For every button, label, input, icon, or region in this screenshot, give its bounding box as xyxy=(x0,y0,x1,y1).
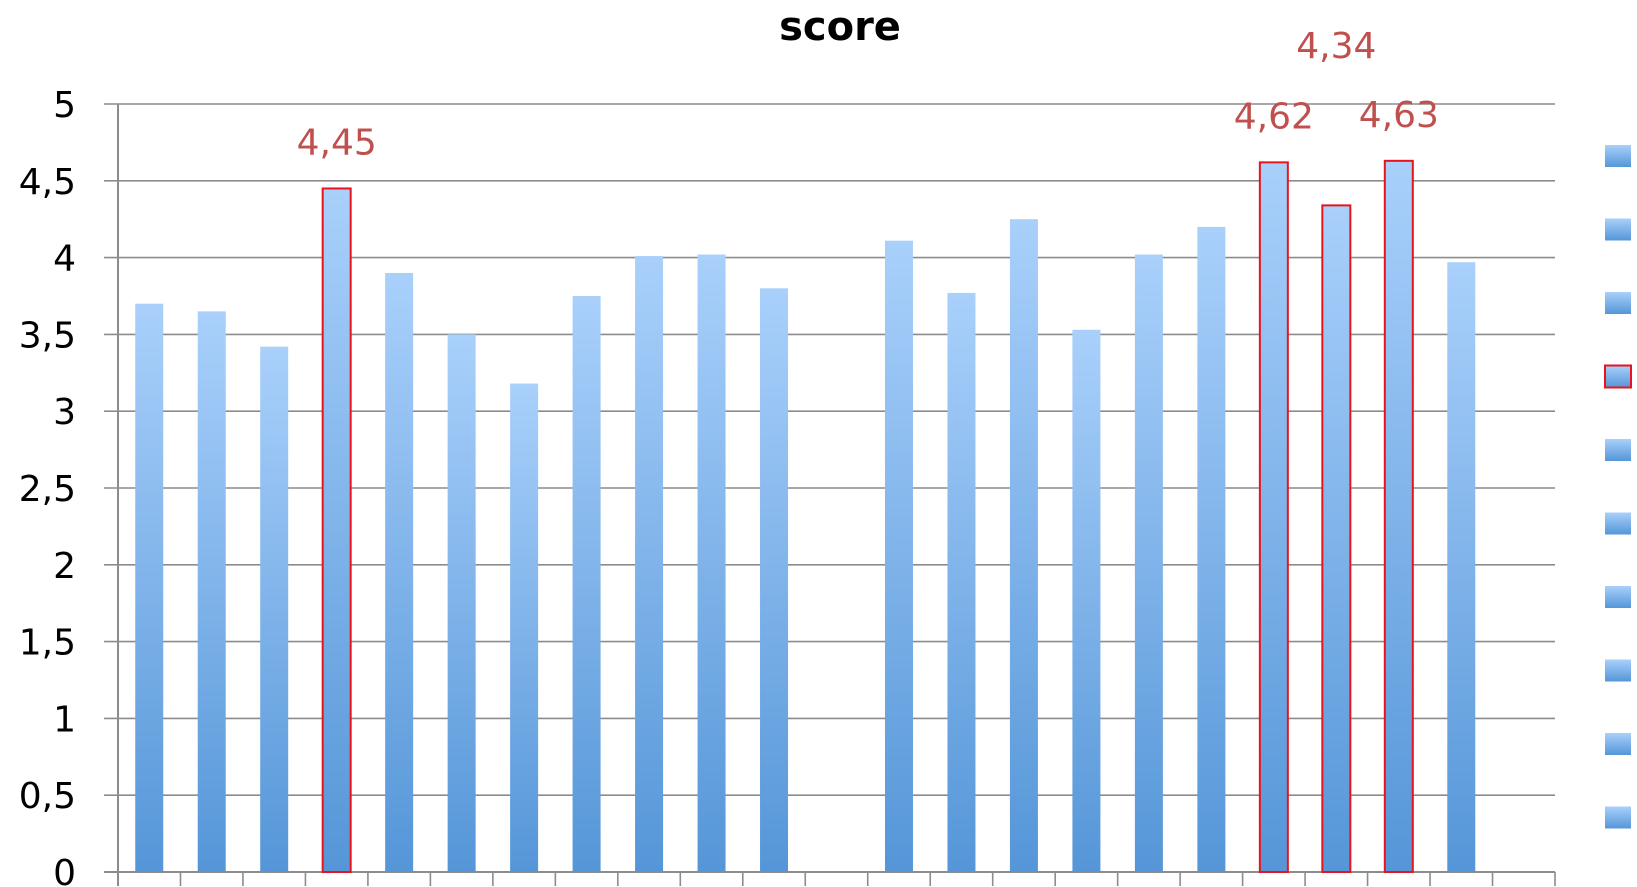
bar xyxy=(510,383,539,872)
legend-swatch xyxy=(1605,512,1631,535)
y-tick-label: 3,5 xyxy=(19,315,76,356)
y-tick-label: 1,5 xyxy=(19,623,76,664)
legend-swatch xyxy=(1605,806,1631,829)
x-axis-ticks xyxy=(117,872,1556,886)
y-tick-label: 2 xyxy=(53,546,76,587)
legend-swatch xyxy=(1605,439,1631,461)
bar xyxy=(884,240,913,873)
y-tick-label: 4 xyxy=(53,239,76,280)
chart-title: score xyxy=(779,4,901,50)
y-tick-label: 3 xyxy=(53,392,76,433)
bar xyxy=(197,311,226,872)
bar xyxy=(1197,226,1226,872)
data-label: 4,34 xyxy=(1296,26,1376,67)
legend-swatch xyxy=(1604,364,1632,389)
y-axis-tick-labels: 0 0,5 1 1,5 2 2,5 3 3,5 4 4,5 5 xyxy=(19,85,76,887)
bar-highlighted xyxy=(1321,204,1352,874)
y-tick-label: 2,5 xyxy=(19,469,76,510)
y-tick-label: 0 xyxy=(53,853,76,887)
bar xyxy=(572,296,601,872)
data-label: 4,63 xyxy=(1359,95,1439,136)
legend-swatch xyxy=(1605,733,1631,755)
bar-highlighted xyxy=(1383,159,1414,874)
data-label: 4,62 xyxy=(1234,96,1314,137)
bar xyxy=(447,334,476,872)
bar xyxy=(697,254,726,872)
y-tick-label: 5 xyxy=(53,85,76,126)
bar xyxy=(1009,219,1038,872)
bar xyxy=(1447,262,1476,872)
bars xyxy=(135,159,1476,874)
bar xyxy=(1134,254,1163,872)
legend-swatch xyxy=(1605,292,1631,314)
data-label: 4,45 xyxy=(297,122,377,163)
legend-swatch xyxy=(1605,218,1631,241)
bar xyxy=(947,292,976,873)
legend xyxy=(1604,145,1632,829)
bar-highlighted xyxy=(1258,161,1289,874)
bar xyxy=(635,256,664,873)
legend-swatch xyxy=(1605,145,1631,167)
y-tick-label: 0,5 xyxy=(19,776,76,817)
bar xyxy=(1072,329,1101,872)
legend-swatch xyxy=(1605,659,1631,682)
y-tick-label: 4,5 xyxy=(19,162,76,203)
data-labels: 4,45 4,62 4,34 4,63 xyxy=(297,26,1439,163)
bar xyxy=(260,346,289,872)
bar-highlighted xyxy=(321,187,352,874)
bar xyxy=(385,272,414,873)
bar xyxy=(135,303,164,872)
bar xyxy=(760,288,789,872)
y-tick-label: 1 xyxy=(53,699,76,740)
legend-swatch xyxy=(1605,586,1631,608)
